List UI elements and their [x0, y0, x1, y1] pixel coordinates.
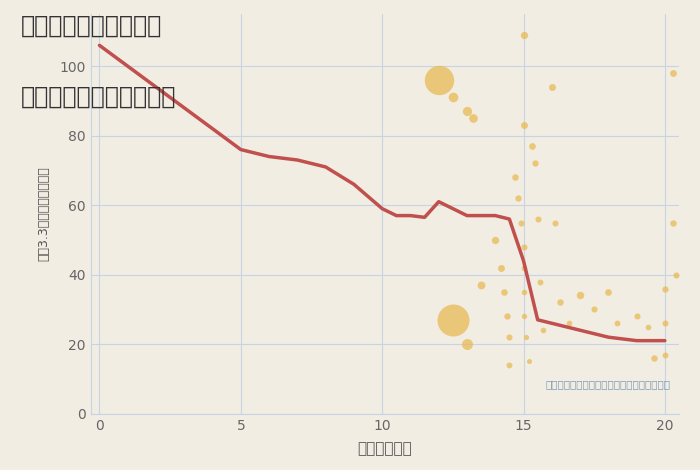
- Point: [535, 278, 546, 285]
- Point: [521, 333, 532, 341]
- Point: [524, 358, 535, 365]
- Point: [518, 31, 529, 39]
- Point: [668, 219, 679, 226]
- Text: 円の大きさは、取引のあった物件面積を示す: 円の大きさは、取引のあった物件面積を示す: [545, 380, 670, 390]
- Point: [461, 108, 472, 115]
- Point: [467, 115, 478, 122]
- Point: [461, 340, 472, 348]
- Point: [518, 313, 529, 320]
- Point: [554, 298, 566, 306]
- Point: [648, 354, 659, 362]
- Point: [512, 195, 524, 202]
- Point: [668, 70, 679, 77]
- Point: [526, 142, 538, 150]
- Point: [589, 306, 600, 313]
- Point: [532, 215, 543, 223]
- Point: [659, 320, 671, 327]
- Point: [563, 320, 574, 327]
- Point: [510, 173, 521, 181]
- Point: [475, 282, 486, 289]
- Point: [518, 264, 529, 272]
- Point: [518, 243, 529, 251]
- Point: [611, 320, 622, 327]
- Point: [538, 327, 549, 334]
- Point: [659, 351, 671, 358]
- Text: 駅距離別中古戸建て価格: 駅距離別中古戸建て価格: [21, 85, 176, 109]
- Point: [671, 271, 682, 278]
- Point: [501, 313, 512, 320]
- Point: [549, 219, 560, 226]
- Point: [631, 313, 642, 320]
- Point: [518, 288, 529, 296]
- Point: [518, 122, 529, 129]
- Point: [504, 361, 515, 369]
- Point: [433, 76, 444, 84]
- Point: [546, 83, 557, 91]
- Point: [504, 333, 515, 341]
- Point: [447, 94, 458, 101]
- Point: [529, 160, 540, 167]
- Text: 大阪府寝屋川市高柳の: 大阪府寝屋川市高柳の: [21, 14, 162, 38]
- Point: [603, 288, 614, 296]
- Point: [515, 219, 526, 226]
- Point: [498, 288, 510, 296]
- Point: [496, 264, 507, 272]
- Point: [659, 285, 671, 292]
- Point: [489, 236, 500, 243]
- X-axis label: 駅距離（分）: 駅距離（分）: [358, 441, 412, 456]
- Y-axis label: 坪（3.3㎡）単価（万円）: 坪（3.3㎡）単価（万円）: [38, 166, 50, 261]
- Point: [643, 323, 654, 330]
- Point: [575, 292, 586, 299]
- Point: [447, 316, 458, 323]
